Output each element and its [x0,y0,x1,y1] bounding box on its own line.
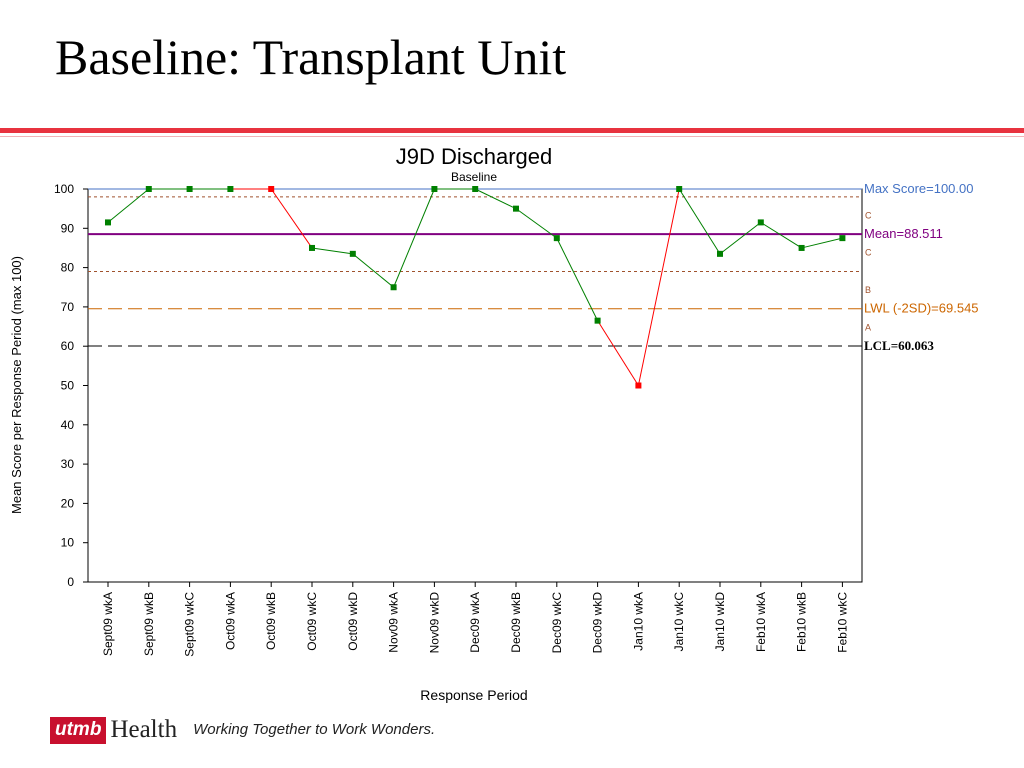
series-segment [760,221,802,249]
series-segment [311,247,353,255]
data-point [839,235,846,242]
data-point [431,186,438,192]
reference-line-label: LWL (-2SD)=69.545 [864,301,979,316]
x-tick-label: Dec09 wkB [509,592,523,653]
zone-label: C [865,210,872,220]
footer-brand: utmb Health Working Together to Work Won… [50,716,435,744]
series-segment [556,237,599,321]
data-point [798,244,805,251]
x-tick-label: Oct09 wkD [346,592,360,651]
data-point [513,205,519,212]
x-tick-label: Sept09 wkA [101,592,115,656]
chart-subtitle: Baseline [451,170,497,184]
series-segment [474,188,517,210]
chart-title: J9D Discharged [396,144,553,169]
series-segment [801,237,843,249]
series-segment [352,253,394,288]
series-segment [270,188,313,249]
plot-frame [87,188,863,583]
x-tick-label: Oct09 wkA [223,592,237,650]
data-point [390,284,397,291]
y-tick-label: 40 [61,418,75,432]
y-tick-label: 100 [54,182,74,196]
x-tick-label: Oct09 wkB [264,592,278,650]
x-tick-label: Dec09 wkC [550,592,564,654]
zone-label: B [865,285,871,295]
series-segment [515,208,558,239]
data-point [227,186,234,192]
x-tick-label: Oct09 wkC [305,592,319,651]
zone-label: C [865,248,872,258]
y-tick-label: 30 [61,457,75,471]
y-tick-label: 60 [61,339,75,353]
data-point [349,250,356,257]
data-point [717,250,723,257]
x-tick-label: Dec09 wkD [591,592,605,654]
series-segment [719,222,762,255]
data-point [309,244,315,251]
x-tick-label: Jan10 wkD [713,592,727,652]
slide-title: Baseline: Transplant Unit [55,29,567,85]
data-point [186,186,193,192]
reference-line-label: Mean=88.511 [864,226,943,241]
reference-line-label: Max Score=100.00 [864,181,973,196]
series-segment [597,320,639,386]
title-divider [0,128,1024,133]
x-tick-label: Feb10 wkA [754,592,768,652]
y-tick-label: 10 [61,536,75,550]
x-tick-label: Sept09 wkC [183,592,197,657]
y-tick-label: 90 [61,221,75,235]
series-segment [393,188,435,288]
y-tick-label: 0 [67,575,74,589]
x-tick-label: Feb10 wkC [835,592,849,653]
reference-line-label: LCL=60.063 [864,338,934,353]
title-divider-thin [0,136,1024,137]
data-point [594,317,601,324]
brand-name: Health [110,716,178,743]
y-tick-label: 50 [61,379,75,393]
x-tick-label: Feb10 wkB [795,592,809,652]
y-tick-label: 20 [61,496,75,510]
data-point [635,382,642,389]
y-tick-label: 80 [61,261,75,275]
data-point [145,186,152,192]
data-point [268,186,275,192]
footer-tagline: Working Together to Work Wonders. [193,721,436,738]
y-axis-label: Mean Score per Response Period (max 100) [9,256,24,514]
zone-label: A [865,322,871,332]
data-point [676,186,683,192]
series-segment [678,188,721,255]
utmb-logo: utmb [50,716,107,744]
y-tick-label: 70 [61,300,75,314]
data-point [472,186,479,192]
data-point [553,235,560,242]
x-tick-label: Dec09 wkA [468,592,482,653]
x-tick-label: Jan10 wkC [672,592,686,652]
x-tick-label: Sept09 wkB [142,592,156,656]
series-segment [107,188,150,223]
series-segment [637,188,680,386]
x-tick-label: Nov09 wkA [387,592,401,653]
data-point [105,219,111,226]
x-tick-label: Jan10 wkA [631,592,645,651]
x-axis-label: Response Period [420,687,527,703]
data-point [757,219,764,226]
x-tick-label: Nov09 wkD [427,592,441,654]
